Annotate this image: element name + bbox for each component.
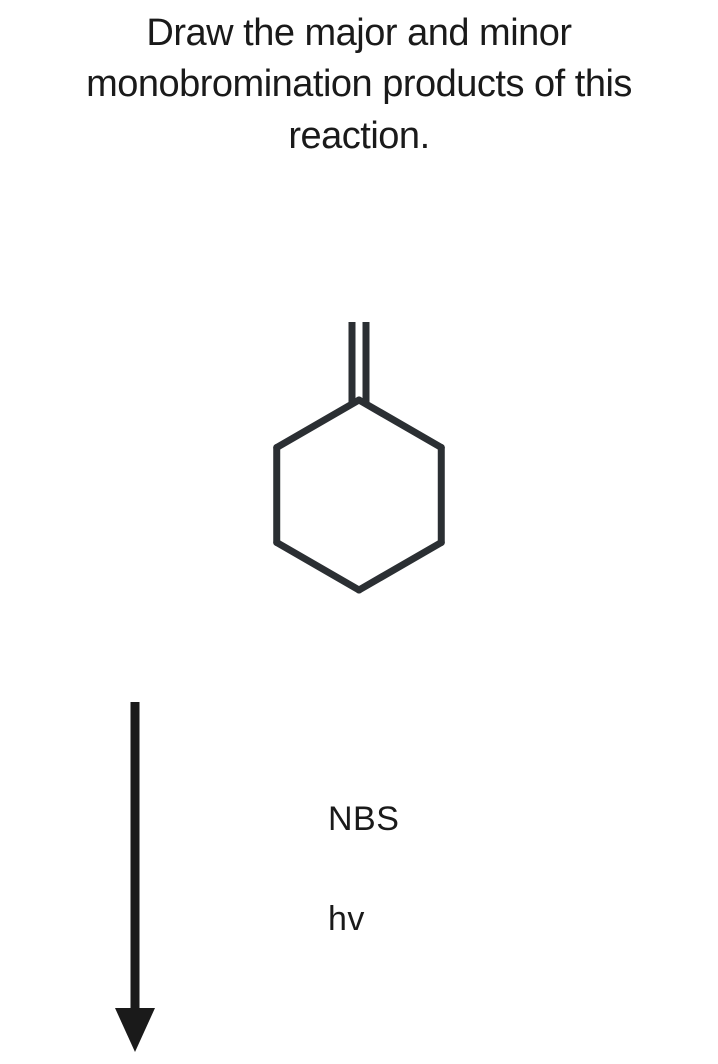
molecule-structure (239, 290, 479, 625)
reagent-hv: hv (328, 900, 365, 939)
question-line-1: Draw the major and minor (146, 12, 571, 54)
reaction-arrow (110, 700, 160, 1061)
methylenecyclohexane-skeletal (239, 290, 479, 620)
question-line-3: reaction. (288, 115, 429, 157)
question-line-2: monobromination products of this (86, 63, 632, 105)
down-arrow-icon (110, 700, 160, 1056)
question-text: Draw the major and minor monobromination… (0, 0, 718, 162)
reagent-nbs: NBS (328, 800, 399, 839)
